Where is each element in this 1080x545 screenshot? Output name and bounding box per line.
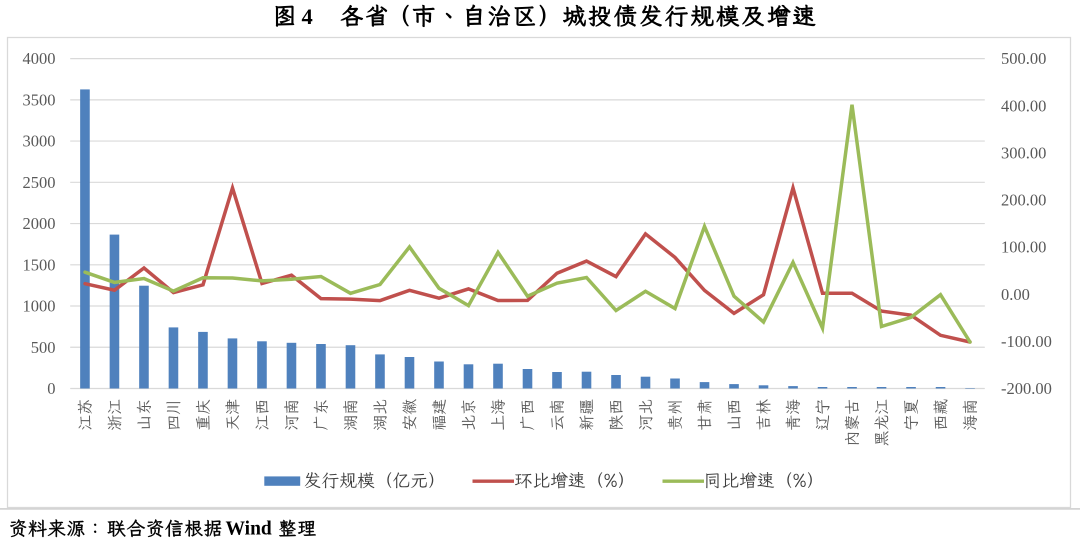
svg-text:500: 500 bbox=[31, 338, 56, 357]
svg-text:4: 4 bbox=[302, 4, 313, 29]
svg-text:-100.00: -100.00 bbox=[1001, 332, 1052, 351]
svg-text:400.00: 400.00 bbox=[1001, 96, 1046, 115]
svg-text:3500: 3500 bbox=[23, 90, 56, 109]
svg-text:-200.00: -200.00 bbox=[1001, 379, 1052, 398]
svg-text:500.00: 500.00 bbox=[1001, 49, 1046, 68]
svg-text:4000: 4000 bbox=[23, 49, 56, 68]
svg-text:3000: 3000 bbox=[23, 132, 56, 151]
svg-text:2500: 2500 bbox=[23, 173, 56, 192]
svg-text:0: 0 bbox=[47, 379, 55, 398]
svg-text:2000: 2000 bbox=[23, 214, 56, 233]
svg-text:1000: 1000 bbox=[23, 297, 56, 316]
svg-text:300.00: 300.00 bbox=[1001, 144, 1046, 163]
svg-text:100.00: 100.00 bbox=[1001, 238, 1046, 257]
svg-text:Wind: Wind bbox=[226, 518, 272, 539]
svg-text:0.00: 0.00 bbox=[1001, 285, 1030, 304]
svg-text:200.00: 200.00 bbox=[1001, 191, 1046, 210]
svg-text:1500: 1500 bbox=[23, 255, 56, 274]
